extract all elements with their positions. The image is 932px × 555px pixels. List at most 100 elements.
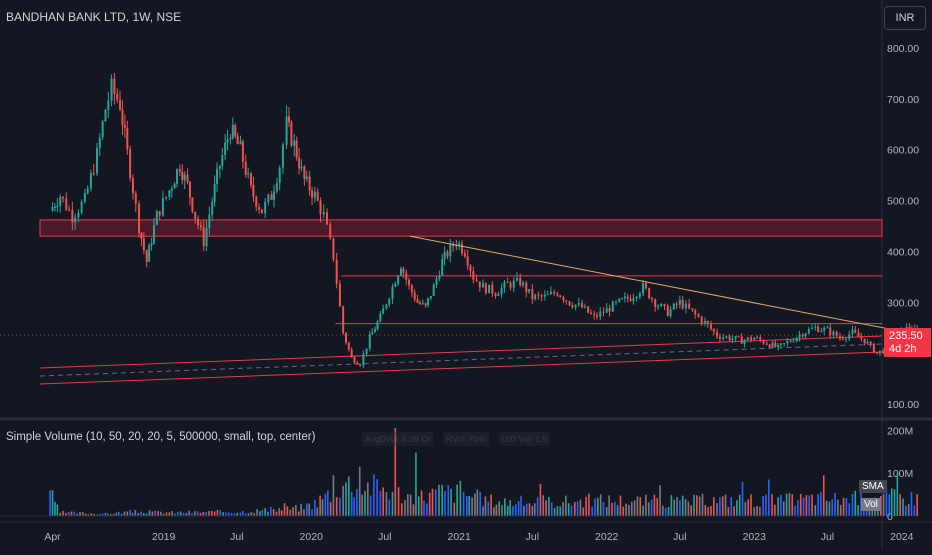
volume-bar [514, 504, 517, 516]
candle-body [712, 328, 715, 332]
volume-bar [438, 484, 440, 516]
volume-bar [636, 496, 639, 516]
candle-body [218, 166, 221, 169]
volume-bar [831, 499, 834, 516]
candle-body [626, 296, 629, 299]
volume-bar [140, 511, 142, 516]
volume-bar [605, 506, 608, 516]
volume-bar [808, 495, 811, 516]
volume-bar [553, 507, 556, 516]
candle-body [759, 337, 762, 341]
currency-button[interactable]: INR [884, 6, 926, 30]
candle-body [168, 190, 171, 197]
volume-bar [716, 503, 718, 516]
volume-bar [673, 499, 676, 516]
volume-bar [582, 507, 585, 516]
candle-body [371, 332, 374, 335]
volume-bar [676, 496, 678, 516]
price-tick-label: 800.00 [887, 43, 919, 55]
volume-bar [400, 503, 403, 516]
candle-body [820, 330, 823, 332]
volume-bar [545, 500, 547, 516]
volume-bar [771, 493, 773, 516]
volume-bar [602, 502, 605, 516]
volume-bar [272, 509, 275, 516]
candle-body [319, 200, 322, 215]
candle-body [789, 341, 792, 343]
time-tick-label: 2022 [595, 531, 619, 543]
candle-body [152, 225, 155, 244]
time-tick-label: Jul [673, 531, 686, 543]
volume-bar [896, 473, 899, 516]
candle-body [743, 339, 746, 344]
candle-body [449, 243, 452, 257]
candle-body [80, 201, 83, 213]
volume-bar [750, 494, 752, 516]
candle-body [876, 352, 879, 354]
candle-body [446, 251, 449, 257]
volume-bar [407, 493, 409, 516]
candle-body [801, 334, 804, 337]
volume-bar [250, 512, 253, 516]
volume-bar [468, 496, 471, 516]
candle-body [311, 190, 314, 198]
volume-bar [613, 501, 616, 516]
candle-body [648, 288, 651, 299]
candle-body [605, 308, 608, 313]
candle-body [854, 329, 857, 333]
candle-body [229, 138, 232, 140]
volume-bar [662, 505, 664, 516]
volume-bar [118, 511, 120, 516]
volume-indicator-label[interactable]: Simple Volume (10, 50, 20, 20, 5, 500000… [6, 431, 316, 443]
candle-body [308, 176, 311, 191]
candle-body [285, 116, 288, 145]
candle-body [432, 284, 435, 296]
volume-bar [51, 490, 54, 516]
volume-tick-label: 200M [887, 425, 913, 437]
candle-body [410, 285, 413, 293]
candle-body [553, 291, 556, 294]
volume-bar [239, 512, 242, 516]
candle-body [562, 297, 565, 301]
volume-bar [768, 479, 770, 516]
candle-body [59, 196, 62, 206]
candle-body [71, 209, 74, 223]
candle-body [525, 282, 528, 293]
candle-body [98, 137, 101, 148]
candle-body [438, 275, 441, 279]
candle-body [418, 302, 421, 305]
candle-body [571, 305, 574, 308]
volume-bar [756, 506, 758, 516]
volume-bar [289, 509, 292, 516]
candle-body [388, 298, 391, 305]
candle-body [463, 253, 466, 257]
volume-bar [450, 488, 452, 516]
candle-body [832, 331, 835, 336]
volume-bar [679, 500, 681, 516]
candle-body [211, 201, 214, 215]
candle-body [374, 329, 377, 333]
volume-bar [639, 497, 642, 516]
candle-body [186, 174, 189, 182]
volume-bar [664, 508, 667, 516]
volume-bar [736, 500, 738, 516]
volume-bar [506, 505, 509, 516]
volume-bar [345, 482, 347, 516]
volume-bar [704, 505, 707, 516]
volume-bar [512, 506, 514, 516]
volume-bar [707, 507, 709, 516]
volume-bar [202, 512, 205, 516]
candle-body [287, 116, 290, 123]
volume-bar [431, 488, 434, 516]
volume-bar [62, 510, 64, 516]
candle-body [878, 350, 881, 354]
candle-body [703, 320, 706, 323]
candle-body [110, 78, 113, 101]
volume-bar [267, 511, 269, 516]
volume-bar [567, 503, 570, 516]
volume-bar [177, 511, 179, 516]
candle-body [762, 340, 765, 344]
volume-bar [165, 512, 168, 516]
candle-body [845, 338, 848, 340]
